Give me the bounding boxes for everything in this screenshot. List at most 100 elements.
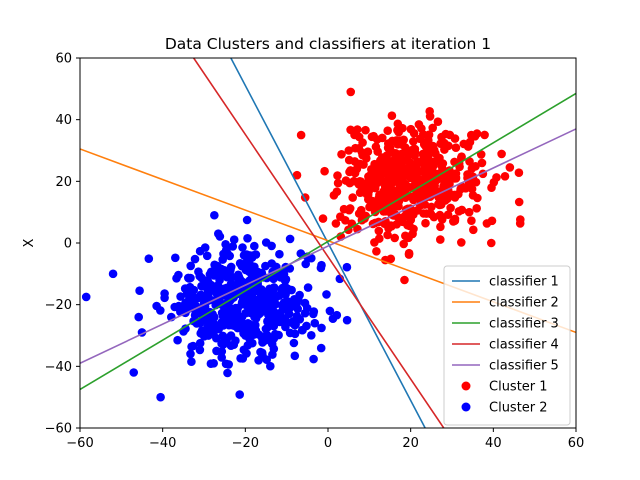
cluster-point [413,168,422,177]
cluster-point [242,215,252,225]
cluster-point [342,262,352,272]
cluster-point [286,302,296,312]
cluster-point [468,191,478,200]
cluster-point [269,321,279,331]
cluster-point [346,87,356,97]
cluster-point [195,338,205,348]
cluster-point [440,178,449,188]
cluster-point [212,346,221,356]
cluster-point [436,235,445,244]
cluster-point [333,171,342,180]
cluster-point [514,168,524,177]
cluster-point [451,143,461,152]
cluster-point [226,283,235,292]
cluster-point [382,177,392,187]
cluster-point [361,125,370,135]
cluster-point [364,187,374,196]
y-tick-label: 40 [55,113,72,128]
legend-label: classifier 2 [489,296,559,311]
cluster-point [301,259,311,269]
cluster-point [300,308,310,318]
cluster-point [309,354,318,364]
cluster-point [188,341,198,351]
cluster-point [354,180,364,189]
cluster-point [428,123,438,133]
cluster-point [144,254,154,263]
cluster-point [401,231,410,241]
cluster-point [450,134,460,143]
cluster-point [281,322,290,332]
cluster-point [190,254,200,264]
cluster-point [265,284,274,294]
cluster-point [436,222,445,232]
y-tick-label: −60 [45,422,72,437]
cluster-point [446,203,455,213]
cluster-point [443,194,452,203]
y-tick-label: 20 [55,175,72,190]
cluster-point [398,123,407,133]
x-tick-label: 40 [485,436,502,451]
x-tick-label: −60 [66,436,93,451]
cluster-point [325,306,335,316]
cluster-point [215,232,225,241]
x-tick-label: −20 [232,436,259,451]
cluster-point [295,290,304,300]
cluster-point [267,339,277,349]
cluster-point [329,191,339,200]
classifier-4-line [193,58,445,428]
chart-title: Data Clusters and classifiers at iterati… [165,35,491,53]
cluster-point [372,135,382,144]
cluster-point [344,155,354,165]
cluster-point [404,248,414,258]
cluster-point [236,354,245,363]
cluster-point [221,240,230,249]
cluster-point [472,129,482,138]
cluster-point [467,216,476,225]
cluster-point [328,314,338,324]
cluster-point [231,336,240,346]
cluster-point [256,347,265,357]
cluster-point [461,184,471,193]
cluster-point [428,182,438,191]
x-tick-label: 0 [324,436,332,451]
cluster-point [135,286,144,296]
cluster-1-points [292,87,525,285]
cluster-point [280,315,289,325]
cluster-point [129,368,139,377]
cluster-point [309,309,318,319]
cluster-point [472,204,482,213]
cluster-point [238,243,247,252]
x-tick-label: −40 [149,436,176,451]
y-axis-label: X [22,238,37,247]
cluster-point [370,238,379,247]
cluster-point [383,230,392,240]
cluster-point [419,209,428,218]
scatter-layer [81,87,525,402]
cluster-point [414,190,424,199]
cluster-point [267,308,276,317]
cluster-point [243,319,253,328]
cluster-point [397,156,407,166]
cluster-point [400,275,409,285]
cluster-point [267,241,276,251]
cluster-point [342,315,352,325]
cluster-point [322,290,331,299]
cluster-point [383,126,393,135]
cluster-point [217,271,226,281]
cluster-point [331,219,341,228]
cluster-point [180,284,190,293]
cluster-point [454,207,464,216]
cluster-point [303,283,313,292]
cluster-point [433,117,443,126]
cluster-point [233,270,243,280]
cluster-point [384,224,393,233]
legend-label: classifier 4 [489,338,559,353]
cluster-point [362,154,371,163]
cluster-point [217,339,226,348]
legend-label: classifier 3 [489,317,559,332]
cluster-point [395,182,404,192]
cluster-point [421,218,430,228]
cluster-point [419,140,429,149]
cluster-point [174,270,183,280]
cluster-point [285,328,295,338]
